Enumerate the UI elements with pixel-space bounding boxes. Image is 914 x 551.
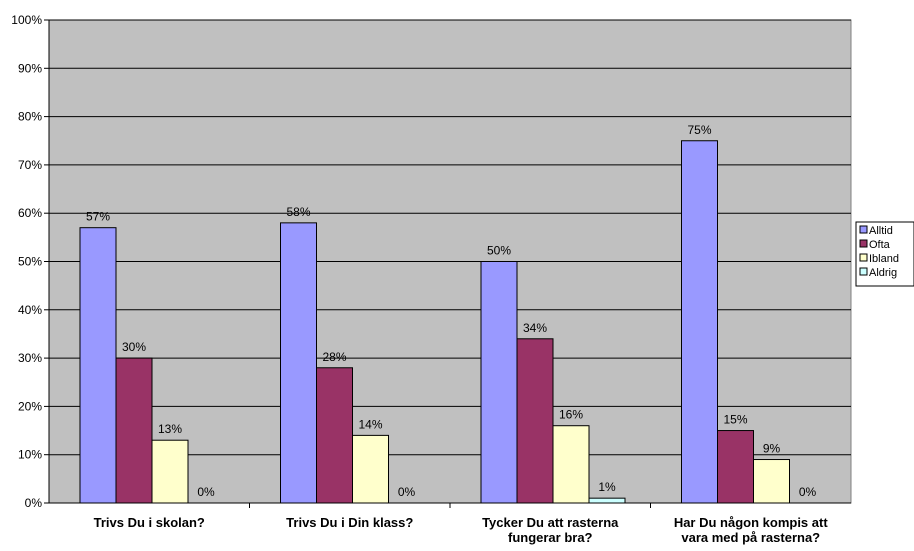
y-tick-label: 50% — [18, 255, 42, 269]
bar-ibland — [552, 425, 590, 504]
bar-ibland — [151, 439, 189, 504]
data-label: 13% — [158, 422, 182, 436]
y-tick-label: 80% — [18, 110, 42, 124]
bars — [79, 140, 790, 504]
x-category-label: Trivs Du i skolan? — [94, 515, 205, 530]
data-label: 75% — [687, 123, 711, 137]
data-label: 16% — [559, 408, 583, 422]
data-labels: 57% 30% 13% 0% 58% 28% 14% 0% 50% 34% 16% 1% 75% 15% 9… — [86, 123, 817, 499]
legend-swatch — [859, 267, 868, 276]
x-category-label: fungerar bra? — [508, 530, 593, 545]
data-label: 58% — [286, 205, 310, 219]
data-label: 0% — [398, 485, 416, 499]
legend-swatch — [859, 239, 868, 248]
data-label: 9% — [763, 442, 781, 456]
y-tick-label: 70% — [18, 158, 42, 172]
bar-ofta — [115, 357, 153, 504]
data-label: 30% — [122, 340, 146, 354]
y-tick-label: 40% — [18, 303, 42, 317]
data-label: 0% — [799, 485, 817, 499]
data-label: 28% — [322, 350, 346, 364]
bar-alltid — [681, 140, 718, 504]
bar-ofta — [516, 338, 554, 504]
data-label: 0% — [197, 485, 215, 499]
legend: Alltid Ofta Ibland Aldrig — [855, 221, 914, 287]
x-axis: Trivs Du i skolan? Trivs Du i Din klass? T… — [49, 502, 851, 545]
data-label: 57% — [86, 210, 110, 224]
bar-ibland — [753, 459, 790, 504]
y-tick-label: 0% — [25, 496, 43, 510]
y-tick-label: 90% — [18, 61, 42, 75]
x-category-label: vara med på rasterna? — [681, 530, 820, 545]
bar-alltid — [480, 261, 518, 504]
legend-label: Ofta — [869, 239, 891, 251]
data-label: 14% — [358, 417, 382, 431]
legend-label: Ibland — [869, 253, 899, 265]
y-tick-label: 60% — [18, 206, 42, 220]
bar-ofta — [717, 430, 754, 504]
bar-alltid — [280, 222, 317, 504]
y-tick-label: 20% — [18, 399, 42, 413]
data-label: 50% — [487, 244, 511, 258]
legend-swatch — [859, 225, 868, 234]
x-category-label: Tycker Du att rasterna — [482, 515, 619, 530]
bar-aldrig — [588, 497, 626, 504]
bar-ibland — [352, 434, 389, 504]
legend-label: Alltid — [869, 225, 893, 237]
bar-alltid — [79, 227, 117, 504]
data-label: 34% — [523, 321, 547, 335]
legend-label: Aldrig — [869, 267, 897, 279]
data-label: 15% — [723, 413, 747, 427]
bar-ofta — [316, 367, 353, 504]
legend-swatch — [859, 253, 868, 262]
data-label: 1% — [598, 480, 616, 494]
y-tick-label: 100% — [11, 13, 42, 27]
y-tick-label: 30% — [18, 351, 42, 365]
x-category-label: Trivs Du i Din klass? — [286, 515, 413, 530]
y-axis: 0% 10% 20% 30% 40% 50% 60% 70% 80% 90% 100% — [11, 13, 50, 510]
x-category-label: Har Du någon kompis att — [674, 515, 829, 530]
y-tick-label: 10% — [18, 448, 42, 462]
